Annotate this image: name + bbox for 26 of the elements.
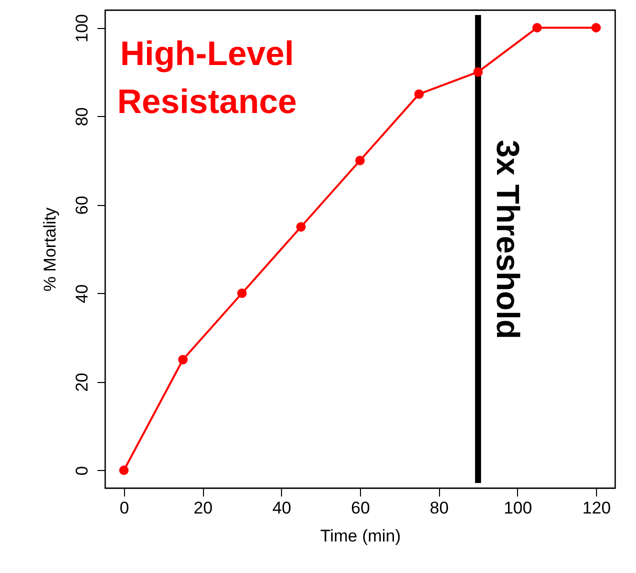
x-tick-label: 40 [272,498,292,518]
point [178,354,188,364]
x-tick-label: 60 [351,498,370,518]
x-tick-label: 100 [504,498,532,518]
ref-line-label: 3x Threshold [490,140,526,340]
y-tick-label: 80 [72,107,92,126]
point [532,22,542,32]
annotation: High-Level Resistance [117,35,297,121]
x-tick-label: 20 [194,498,213,518]
y-tick-label: 20 [72,372,92,392]
x-axis-title: Time (min) [320,526,401,546]
point [355,156,365,166]
y-tick-label: 60 [72,196,92,215]
y-tick-label: 40 [72,284,92,304]
x-tick-label: 120 [582,498,611,518]
point [414,89,424,99]
point [473,67,483,77]
y-tick-label: 0 [72,466,92,476]
y-axis-title: % Mortality [40,206,60,292]
point [296,222,306,232]
x-tick-label: 0 [120,498,130,518]
point [119,466,129,476]
x-tick-label: 80 [430,498,449,518]
y-tick-label: 100 [72,14,92,42]
point [237,288,247,298]
point [591,22,601,32]
